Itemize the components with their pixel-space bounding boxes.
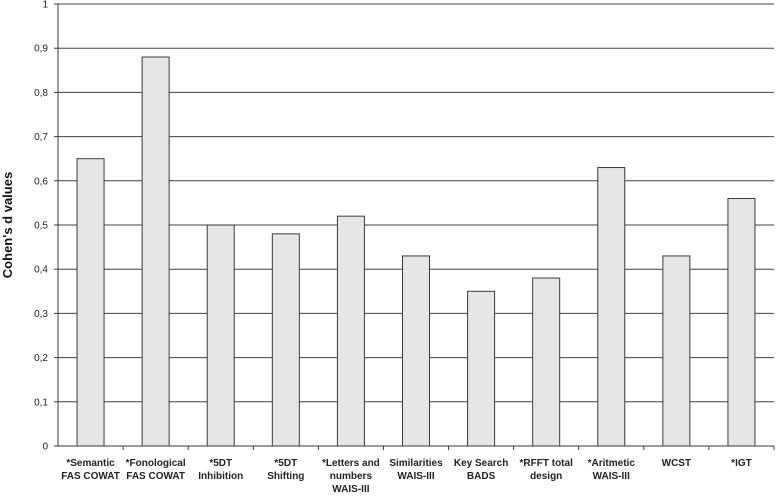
y-tick-label: 1 (42, 0, 48, 11)
y-tick-label: 0,2 (34, 353, 48, 364)
x-category-label: *Aritmetic WAIS-III (588, 458, 636, 482)
x-category-label: WCST (662, 458, 691, 469)
bar (206, 224, 235, 447)
x-category-label: *Semantic FAS COWAT (61, 458, 120, 482)
y-tick-label: 0 (42, 442, 48, 453)
y-tick-label: 0,1 (34, 397, 48, 408)
y-tick-label: 0,8 (34, 88, 48, 99)
bar (597, 167, 626, 447)
bar (402, 255, 430, 447)
y-tick-label: 0,6 (34, 176, 48, 187)
x-category-label: *5DT Inhibition (198, 458, 243, 482)
bar (467, 290, 496, 447)
x-category-label: *5DT Shifting (267, 458, 304, 482)
bar (336, 215, 365, 447)
y-axis-ticks: 0 0,1 0,2 0,3 0,4 0,5 0,6 0,7 0,8 0,9 1 (34, 0, 58, 453)
y-tick-label: 0,4 (34, 265, 48, 276)
bar (662, 255, 691, 447)
bar (727, 197, 756, 447)
bar (271, 233, 300, 447)
bars (76, 56, 756, 447)
x-category-label: Similarities WAIS-III (389, 458, 443, 482)
x-category-label: *RFFT total design (520, 458, 574, 482)
x-category-label: *IGT (731, 458, 752, 469)
y-tick-label: 0,9 (34, 44, 48, 55)
y-axis-title: Cohen's d values (0, 172, 15, 278)
y-tick-label: 0,7 (34, 132, 48, 143)
y-tick-label: 0,3 (34, 309, 48, 320)
bar (141, 56, 170, 447)
bar (532, 277, 561, 447)
x-category-label: *Letters and numbers WAIS-III (322, 458, 380, 495)
x-axis-labels: *Semantic FAS COWAT*Fonological FAS COWAT *… (61, 446, 775, 495)
bar (76, 158, 105, 447)
x-category-label: *Fonological FAS COWAT (126, 458, 186, 482)
y-tick-label: 0,5 (34, 221, 48, 232)
x-category-label: Key Search BADS (454, 458, 508, 482)
gridlines (58, 3, 774, 403)
